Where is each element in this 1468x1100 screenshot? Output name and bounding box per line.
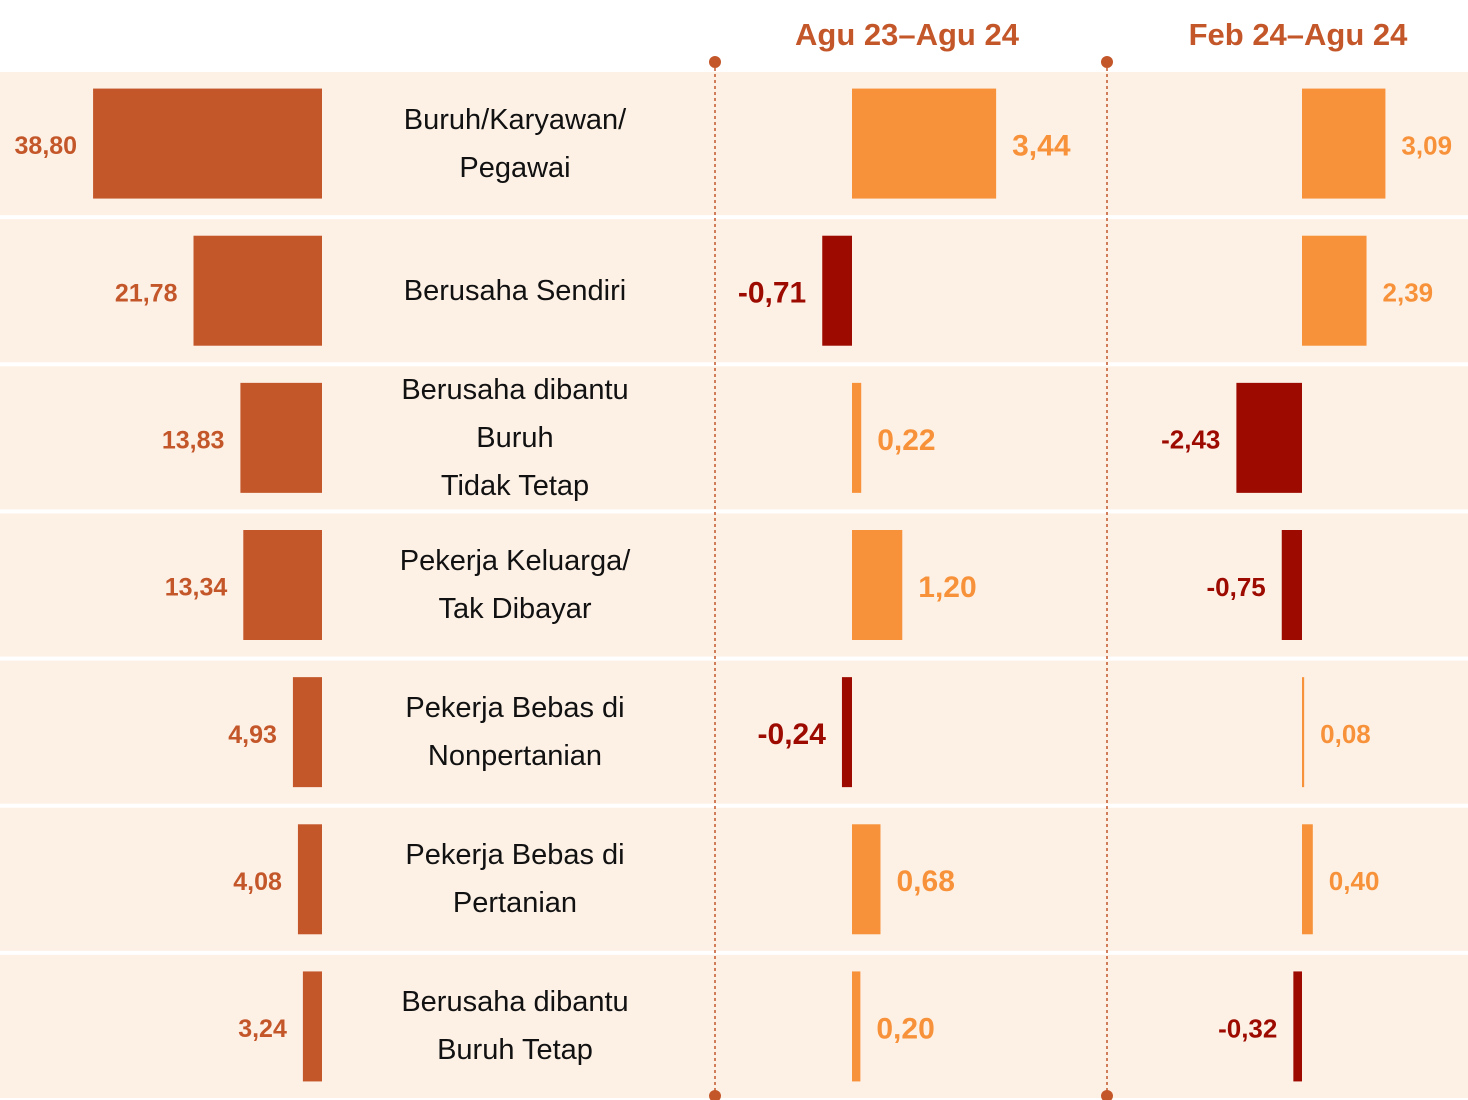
value-label: 4,08 xyxy=(233,868,282,896)
bar xyxy=(240,382,322,493)
category-label: Pekerja Keluarga/ Tak Dibayar xyxy=(399,544,631,625)
bar xyxy=(1281,530,1302,640)
row-background xyxy=(0,660,1468,804)
value-label: -0,32 xyxy=(1218,1013,1277,1043)
category-label: Pekerja Bebas di Nonpertanian xyxy=(405,692,625,773)
value-label: -0,75 xyxy=(1206,572,1265,602)
value-label: 0,68 xyxy=(896,865,954,898)
value-label: 21,78 xyxy=(115,279,178,307)
bar xyxy=(297,824,322,935)
bar xyxy=(852,382,862,493)
value-label: 0,40 xyxy=(1329,866,1380,896)
bar xyxy=(852,88,997,199)
category-label: Buruh/Karyawan/ Pegawai xyxy=(403,103,627,184)
bar xyxy=(1302,824,1313,935)
row-background xyxy=(0,954,1468,1098)
value-label: -0,24 xyxy=(758,718,827,751)
category-label: Berusaha dibantu Buruh Tetap xyxy=(401,986,629,1067)
divider-dot xyxy=(1101,1090,1113,1100)
value-label: 38,80 xyxy=(15,132,78,160)
bar xyxy=(1236,382,1302,493)
divider-dot xyxy=(709,1090,721,1100)
value-label: 4,93 xyxy=(228,721,277,749)
category-label: Berusaha Sendiri xyxy=(403,274,627,307)
series-header: Feb 24–Agu 24 xyxy=(1189,17,1409,52)
value-label: 2,39 xyxy=(1383,278,1434,308)
bar xyxy=(1302,235,1367,346)
row-background xyxy=(0,807,1468,951)
divider-dot xyxy=(1101,56,1113,68)
value-label: -0,71 xyxy=(738,277,806,310)
value-label: 13,83 xyxy=(162,426,225,454)
value-label: 0,20 xyxy=(876,1012,934,1045)
value-label: 3,24 xyxy=(238,1015,287,1043)
bar xyxy=(822,235,852,346)
bar xyxy=(852,530,903,640)
category-label: Berusaha dibantu Buruh Tidak Tetap xyxy=(401,373,629,502)
value-label: 1,20 xyxy=(918,571,976,604)
value-label: 3,44 xyxy=(1012,129,1071,162)
bar xyxy=(243,530,322,640)
value-label: 0,08 xyxy=(1320,719,1371,749)
bar xyxy=(841,677,852,788)
bar xyxy=(1302,677,1305,788)
bar xyxy=(302,971,322,1082)
divider-dot xyxy=(709,56,721,68)
value-label: 0,22 xyxy=(877,424,935,457)
bar xyxy=(852,971,861,1082)
bar xyxy=(193,235,322,346)
value-label: -2,43 xyxy=(1161,425,1220,455)
series-header: Agu 23–Agu 24 xyxy=(795,17,1020,52)
value-label: 13,34 xyxy=(165,574,228,602)
category-label: Pekerja Bebas di Pertanian xyxy=(405,839,625,920)
bar xyxy=(852,824,881,935)
bar xyxy=(93,88,322,199)
bar xyxy=(1302,88,1386,199)
bar xyxy=(1293,971,1302,1082)
value-label: 3,09 xyxy=(1401,130,1452,160)
bar xyxy=(292,677,322,788)
